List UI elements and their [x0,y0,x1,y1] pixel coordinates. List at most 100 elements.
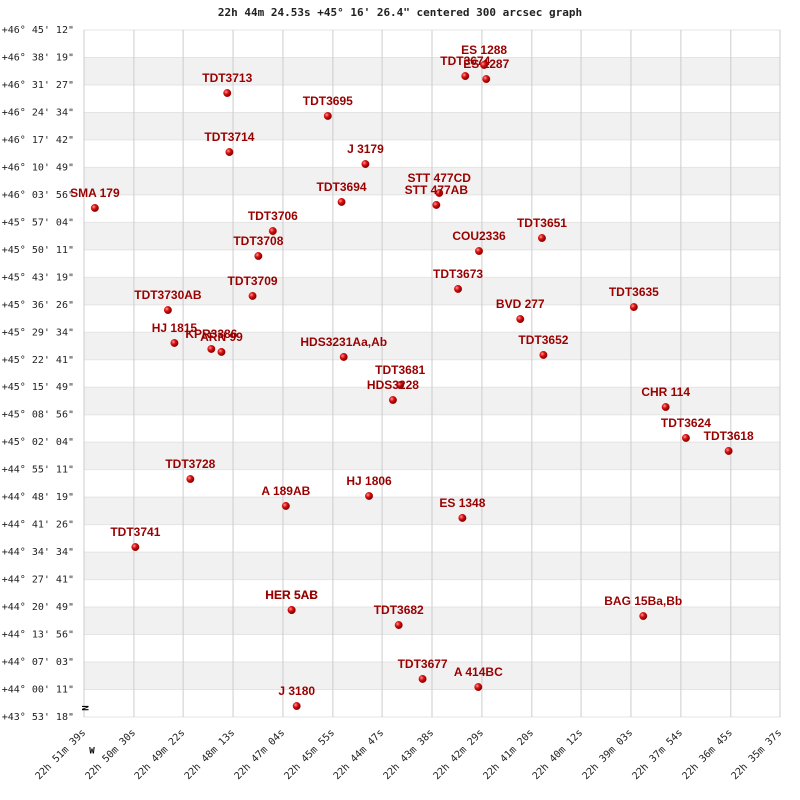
star-point [458,514,467,522]
star-point [217,348,226,356]
x-tick-label: 22h 43m 38s [382,727,437,782]
star-point [480,61,489,69]
star-label: TDT3694 [317,180,367,194]
y-tick-label: +44° 27' 41" [2,575,74,586]
star-point [186,475,195,483]
star-label: BAG 15Ba,Bb [604,594,682,608]
star-label: TDT3677 [398,657,448,671]
y-tick-label: +45° 15' 49" [2,382,74,393]
star-label: TDT3728 [165,457,215,471]
y-tick-label: +45° 43' 19" [2,272,74,283]
star-label: KPR3386 [185,327,237,341]
star-point [281,502,290,510]
star-label: HER 5AB [265,588,318,602]
y-tick-label: +45° 22' 41" [2,355,74,366]
star-label: ARN 99 [200,330,243,344]
star-point [131,543,140,551]
star-label: TDT3635 [609,285,659,299]
star-point [90,204,99,212]
star-point [474,683,483,691]
star-point [394,621,403,629]
star-label: A 189AB [261,484,310,498]
star-point [337,198,346,206]
star-point [454,285,462,293]
y-tick-label: +44° 48' 19" [2,492,74,503]
star-label: ES 1288 [461,43,507,57]
y-tick-label: +43° 53' 18" [2,712,74,723]
star-point [388,396,397,404]
x-tick-label: 22h 40m 12s [531,727,586,782]
star-label: TDT3730AB [134,288,202,302]
star-point [482,75,491,83]
x-tick-label: 22h 41m 20s [481,727,536,782]
star-point [223,89,232,97]
y-tick-label: +44° 55' 11" [2,465,74,476]
x-tick-label: 22h 36m 45s [680,727,735,782]
y-tick-label: +46° 45' 12" [2,25,74,36]
star-label: BVD 277 [496,297,545,311]
star-label: STT 477CD [408,171,472,185]
star-point [292,702,301,710]
star-label: STT 477AB [405,183,469,197]
y-tick-label: +44° 07' 03" [2,657,74,668]
star-point [639,612,648,620]
star-label: TDT3673 [433,267,483,281]
y-tick-label: +46° 03' 56" [2,190,74,201]
y-tick-label: +45° 57' 04" [2,217,74,228]
star-label: TDT3674 [440,54,490,68]
y-tick-label: +45° 08' 56" [2,410,74,421]
star-point [225,148,234,156]
star-point [207,345,216,353]
star-point [516,315,525,323]
star-point [163,306,172,314]
star-point [323,112,332,120]
star-point [287,606,296,614]
star-label: TDT3652 [518,333,568,347]
star-point [339,353,348,361]
y-tick-label: +45° 02' 04" [2,437,74,448]
compass-west: W [89,747,95,757]
y-tick-label: +46° 31' 27" [2,80,74,91]
star-label: A 414BC [454,665,503,679]
star-label: J 3180 [278,684,315,698]
x-tick-label: 22h 44m 47s [332,727,387,782]
star-point [538,234,546,242]
y-tick-label: +44° 41' 26" [2,520,74,531]
star-label: TDT3682 [374,603,424,617]
y-tick-label: +44° 34' 34" [2,547,74,558]
x-tick-label: 22h 51m 39s [34,727,89,782]
star-point [461,72,470,80]
star-label: ES 1348 [439,496,485,510]
star-point [268,227,277,235]
star-point [539,351,548,359]
star-label: HDS3231Aa,Ab [300,335,387,349]
star-label: TDT3681 [375,363,425,377]
star-point [361,160,370,168]
star-point [475,247,483,255]
star-label: TDT3651 [517,216,567,230]
star-label: TDT3618 [704,429,754,443]
y-tick-label: +45° 29' 34" [2,327,74,338]
star-point [396,381,405,389]
y-tick-label: +46° 17' 42" [2,135,74,146]
y-tick-label: +46° 24' 34" [2,107,74,118]
star-point [418,675,427,683]
x-tick-label: 22h 47m 04s [233,727,288,782]
star-label: HJ 1806 [346,474,392,488]
compass-north: N [82,705,92,710]
x-tick-label: 22h 45m 55s [283,727,338,782]
star-label: HER 5AC [265,588,318,602]
star-label: HJ 1815 [152,321,198,335]
x-tick-label: 22h 37m 54s [631,727,686,782]
star-label: COU2336 [452,229,506,243]
star-point [365,492,374,500]
star-point [435,189,444,197]
star-label: SMA 179 [70,186,120,200]
y-tick-label: +46° 38' 19" [2,53,74,64]
y-tick-label: +46° 10' 49" [2,162,74,173]
star-point [254,252,263,260]
x-tick-label: 22h 35m 37s [730,727,785,782]
star-label: TDT3741 [110,525,160,539]
star-label: CHR 114 [641,385,690,399]
